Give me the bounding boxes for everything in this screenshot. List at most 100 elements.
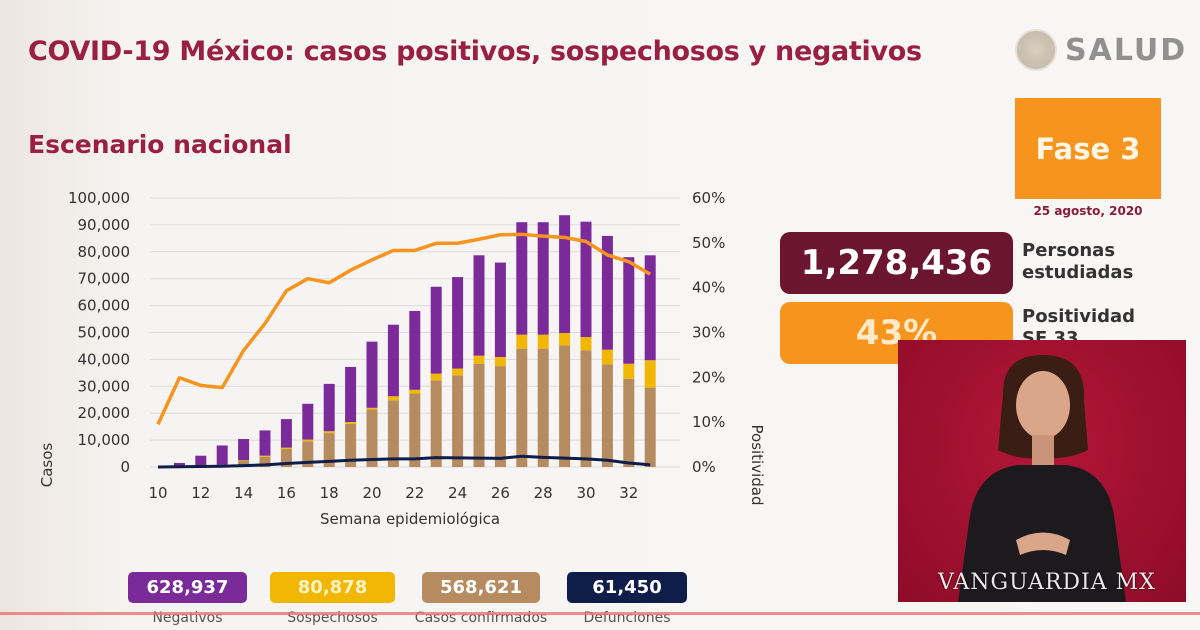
x-tick-label: 26 bbox=[491, 484, 510, 502]
y-axis-title: Casos bbox=[38, 443, 56, 488]
legend-value-casos: 568,621 bbox=[422, 572, 540, 603]
bar-sospechosos bbox=[302, 439, 314, 442]
bar-sospechosos bbox=[580, 337, 592, 351]
bar-casos-confirmados bbox=[302, 441, 314, 467]
bar-negativos bbox=[302, 403, 314, 440]
y-tick-label: 10,000 bbox=[78, 431, 131, 449]
x-tick-label: 24 bbox=[448, 484, 467, 502]
x-axis-title: Semana epidemiológica bbox=[320, 510, 500, 528]
bar-negativos bbox=[323, 383, 335, 432]
bar-casos-confirmados bbox=[387, 400, 399, 467]
y-tick-label: 30,000 bbox=[78, 377, 131, 395]
y-tick-label: 20,000 bbox=[78, 404, 131, 422]
x-tick-label: 22 bbox=[405, 484, 424, 502]
y-tick-label: 60,000 bbox=[78, 297, 131, 315]
bar-negativos bbox=[516, 222, 528, 335]
bar-sospechosos bbox=[537, 334, 549, 349]
kpi-personas-value: 1,278,436 bbox=[780, 232, 1013, 294]
bar-negativos bbox=[644, 255, 656, 361]
bar-sospechosos bbox=[280, 447, 292, 449]
sign-language-video bbox=[898, 340, 1186, 602]
bar-sospechosos bbox=[387, 396, 399, 401]
bar-casos-confirmados bbox=[409, 393, 421, 467]
x-tick-label: 16 bbox=[277, 484, 296, 502]
bar-sospechosos bbox=[494, 356, 506, 367]
bar-negativos bbox=[494, 262, 506, 357]
y2-tick-label: 20% bbox=[692, 368, 725, 386]
bar-negativos bbox=[473, 255, 485, 356]
legend-value-sospechosos: 80,878 bbox=[270, 572, 395, 603]
bar-sospechosos bbox=[623, 363, 635, 379]
bar-casos-confirmados bbox=[345, 423, 357, 467]
bar-sospechosos bbox=[323, 431, 335, 434]
kpi-label-line2: estudiadas bbox=[1022, 262, 1134, 283]
bar-negativos bbox=[537, 222, 549, 335]
bar-negativos bbox=[387, 324, 399, 397]
bar-casos-confirmados bbox=[601, 364, 613, 467]
y2-axis-title: Positividad bbox=[748, 425, 766, 506]
x-tick-label: 30 bbox=[576, 484, 595, 502]
bar-negativos bbox=[216, 445, 228, 465]
x-tick-label: 12 bbox=[191, 484, 210, 502]
legend-value-defunciones: 61,450 bbox=[567, 572, 687, 603]
y-tick-label: 100,000 bbox=[68, 189, 130, 207]
bar-negativos bbox=[623, 257, 635, 364]
bar-sospechosos bbox=[238, 460, 250, 462]
bar-casos-confirmados bbox=[323, 433, 335, 467]
y2-tick-label: 0% bbox=[692, 458, 716, 476]
bar-negativos bbox=[452, 277, 464, 369]
page-subtitle: Escenario nacional bbox=[28, 130, 292, 159]
bar-negativos bbox=[173, 462, 185, 467]
bar-sospechosos bbox=[259, 455, 271, 457]
y-tick-label: 0 bbox=[120, 458, 130, 476]
logo-text: SALUD bbox=[1065, 32, 1188, 68]
x-tick-label: 10 bbox=[148, 484, 167, 502]
bar-casos-confirmados bbox=[238, 461, 250, 467]
bar-casos-confirmados bbox=[559, 345, 571, 467]
x-tick-label: 18 bbox=[320, 484, 339, 502]
y2-tick-label: 30% bbox=[692, 324, 725, 342]
bar-sospechosos bbox=[345, 422, 357, 424]
bar-negativos bbox=[559, 215, 571, 334]
report-date: 25 agosto, 2020 bbox=[1033, 204, 1143, 218]
watermark: VANGUARDIA MX bbox=[938, 570, 1156, 595]
legend-value-negativos: 628,937 bbox=[128, 572, 247, 603]
x-tick-label: 20 bbox=[362, 484, 381, 502]
bar-sospechosos bbox=[559, 333, 571, 346]
y-tick-label: 70,000 bbox=[78, 270, 131, 288]
covid-chart: 0 10,000 20,000 30,000 40,000 50,000 60,000 70,… bbox=[38, 189, 766, 528]
x-tick-label: 28 bbox=[534, 484, 553, 502]
bar-sospechosos bbox=[452, 368, 464, 376]
salud-logo: SALUD bbox=[1015, 22, 1190, 78]
y-tick-label: 90,000 bbox=[78, 216, 131, 234]
bar-negativos bbox=[259, 430, 271, 456]
bar-casos-confirmados bbox=[623, 378, 635, 467]
y2-tick-label: 10% bbox=[692, 413, 725, 431]
bar-sospechosos bbox=[601, 349, 613, 365]
phase-badge: Fase 3 bbox=[1015, 98, 1161, 199]
x-tick-label: 14 bbox=[234, 484, 253, 502]
bar-negativos bbox=[366, 341, 378, 408]
y2-tick-label: 60% bbox=[692, 189, 725, 207]
y2-tick-label: 40% bbox=[692, 279, 725, 297]
bar-sospechosos bbox=[644, 360, 656, 388]
bar-sospechosos bbox=[473, 355, 485, 364]
bar-negativos bbox=[195, 455, 207, 466]
kpi-label-line1: Positividad bbox=[1022, 306, 1136, 327]
bar-negativos bbox=[580, 221, 592, 338]
y-tick-label: 40,000 bbox=[78, 350, 131, 368]
bar-sospechosos bbox=[430, 373, 442, 381]
bar-negativos bbox=[430, 286, 442, 374]
line-positividad bbox=[156, 232, 652, 426]
kpi-label-line1: Personas bbox=[1022, 240, 1116, 261]
bar-negativos bbox=[280, 419, 292, 448]
y2-tick-label: 50% bbox=[692, 234, 725, 252]
line-defunciones bbox=[157, 454, 651, 469]
interpreter-figure bbox=[958, 355, 1126, 602]
bar-casos-confirmados bbox=[452, 375, 464, 467]
bar-sospechosos bbox=[366, 407, 378, 410]
bar-negativos bbox=[601, 235, 613, 350]
seal-icon bbox=[1015, 29, 1057, 71]
kpi-personas-label: Personas estudiadas bbox=[1022, 240, 1133, 284]
bar-sospechosos bbox=[516, 334, 528, 349]
